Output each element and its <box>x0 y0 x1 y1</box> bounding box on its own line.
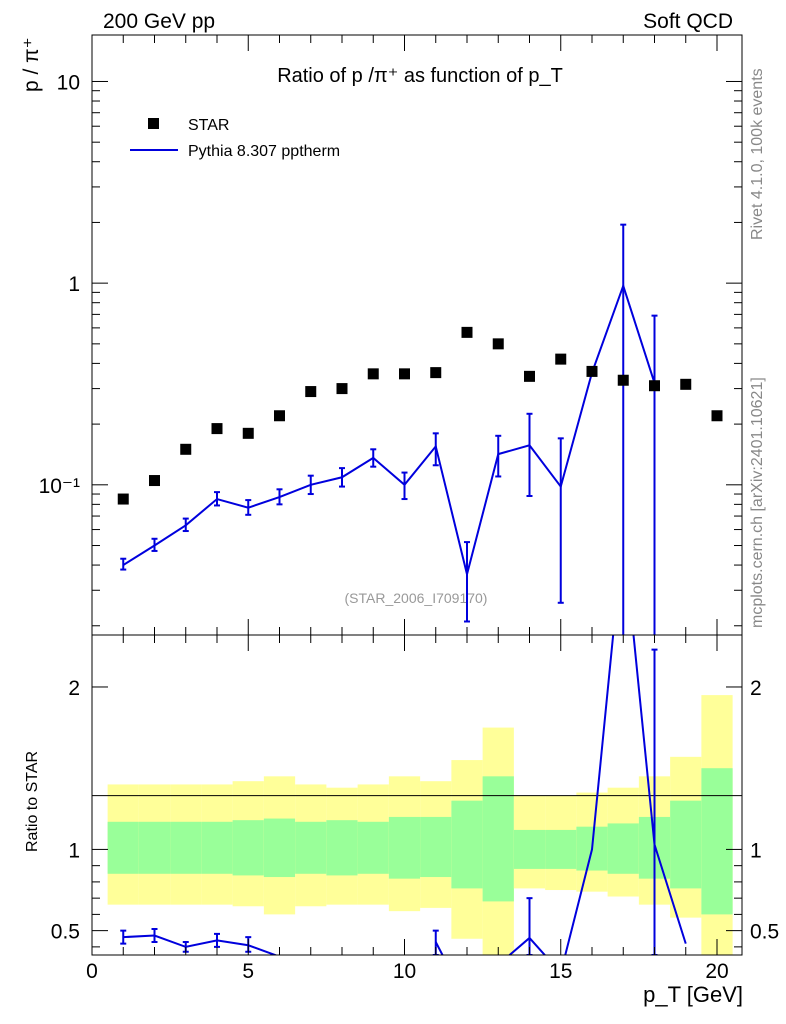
green-band <box>232 820 264 876</box>
header-left: 200 GeV pp <box>103 10 215 33</box>
x-tick-label: 0 <box>86 960 98 983</box>
x-tick-label: 15 <box>549 960 572 983</box>
main-y-tick-label: 10⁻¹ <box>39 475 80 498</box>
green-band <box>201 821 233 874</box>
green-band <box>295 821 327 874</box>
ratio-pythia-line <box>434 635 687 955</box>
x-axis-label: p_T [GeV] <box>643 982 743 1007</box>
star-point <box>242 427 254 439</box>
legend-star-marker <box>148 118 159 129</box>
star-point <box>399 368 410 380</box>
ratio-axis-ticks <box>91 635 742 955</box>
star-point <box>305 386 317 398</box>
watermark: (STAR_2006_I709170) <box>345 590 488 606</box>
star-point <box>274 410 285 422</box>
green-band <box>420 816 452 878</box>
green-band <box>263 818 296 878</box>
green-band <box>107 821 139 874</box>
green-band <box>451 800 483 889</box>
legend: STAR Pythia 8.307 pptherm <box>130 117 340 160</box>
pythia-line <box>122 282 656 575</box>
star-point <box>211 423 223 435</box>
green-band <box>701 768 733 915</box>
ratio-frame <box>91 634 743 956</box>
green-band <box>607 823 639 874</box>
star-point <box>430 367 442 379</box>
star-point <box>711 410 723 422</box>
main-y-tick-labels: 10⁻¹ 1 10 <box>39 71 80 497</box>
x-tick-labels: 0 5 10 15 20 <box>86 960 729 983</box>
green-band <box>170 821 202 874</box>
x-tick-label: 20 <box>705 960 728 983</box>
star-point <box>180 443 192 455</box>
mcplots-label: mcplots.cern.ch [arXiv:2401.10621] <box>749 377 766 628</box>
star-point <box>492 338 504 350</box>
green-band <box>545 829 577 869</box>
ratio-y-tick-label: 1 <box>68 839 80 862</box>
green-band <box>513 829 546 869</box>
ratio-y-tick-label: 0.5 <box>51 921 80 944</box>
star-point <box>680 378 692 390</box>
ratio-y-tick-label: 2 <box>68 677 80 700</box>
ratio-y-tick-labels: 0.5 0.5 1 1 2 2 <box>51 677 779 944</box>
main-panel: Ratio of p /π⁺ as function of p_T p / π⁺… <box>20 34 743 636</box>
star-point <box>149 475 160 487</box>
ratio-y-tick-label-right: 2 <box>750 677 762 700</box>
main-y-tick-label: 1 <box>68 273 80 296</box>
main-title: Ratio of p /π⁺ as function of p_T <box>277 65 563 87</box>
green-band <box>670 800 702 889</box>
star-point <box>367 368 379 380</box>
x-tick-label: 10 <box>393 960 416 983</box>
green-band <box>326 820 358 876</box>
ratio-ylabel: Ratio to STAR <box>24 751 41 852</box>
rivet-label: Rivet 4.1.0, 100k events <box>749 68 766 240</box>
green-band <box>138 821 171 874</box>
header-right: Soft QCD <box>643 10 733 33</box>
legend-pythia-label: Pythia 8.307 pptherm <box>188 143 340 160</box>
green-band <box>482 776 514 902</box>
star-point <box>649 380 660 392</box>
ratio-bands <box>107 695 733 955</box>
green-band <box>388 816 421 879</box>
star-point <box>586 365 598 377</box>
ratio-y-tick-label-right: 0.5 <box>750 921 779 944</box>
green-band <box>357 821 389 874</box>
x-tick-label: 5 <box>242 960 254 983</box>
star-point <box>461 326 473 338</box>
main-axis-ticks <box>91 35 742 635</box>
star-point <box>336 383 348 395</box>
ratio-panel: 0.5 0.5 1 1 2 2 0 5 10 15 20 Ratio to STAR p_T [G… <box>24 634 779 1007</box>
legend-star-label: STAR <box>188 117 229 134</box>
main-y-tick-label: 10 <box>57 71 80 94</box>
ratio-pythia-series <box>120 635 687 955</box>
main-ylabel: p / π⁺ <box>20 37 43 92</box>
star-point <box>555 353 567 365</box>
ratio-y-tick-label-right: 1 <box>750 839 762 862</box>
star-series <box>117 326 723 505</box>
pythia-series <box>120 223 658 635</box>
star-point <box>524 370 535 382</box>
star-point <box>617 374 629 386</box>
star-point <box>117 493 129 505</box>
